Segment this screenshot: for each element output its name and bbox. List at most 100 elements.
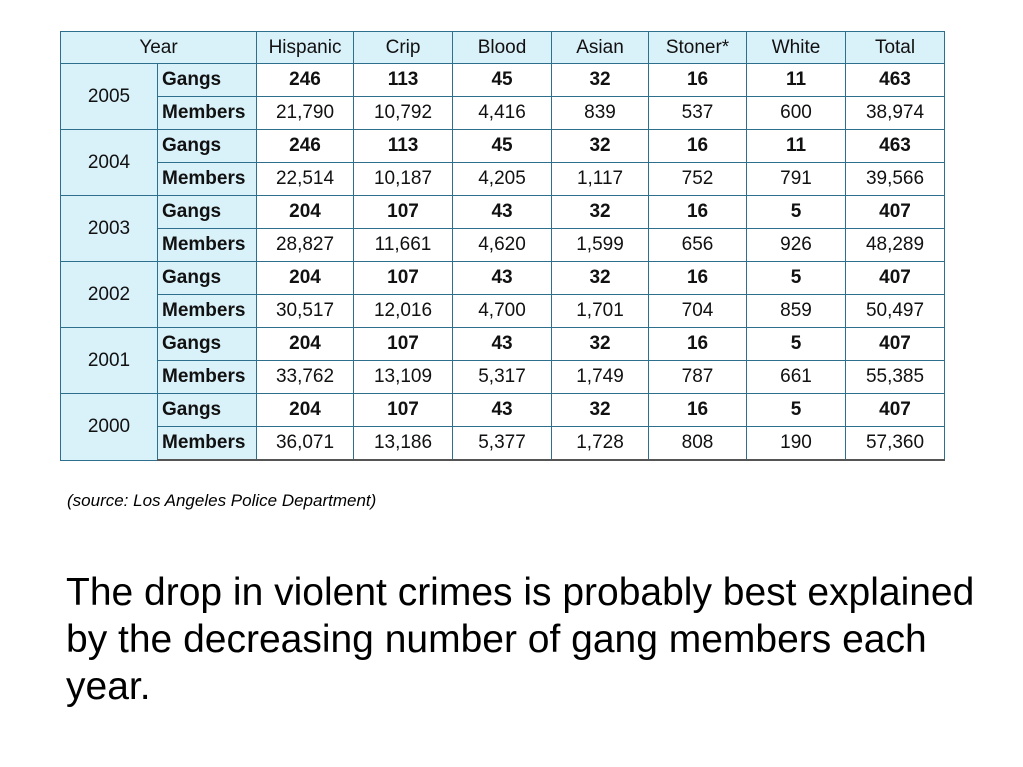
- year-cell: 2005: [60, 63, 158, 130]
- table-row-members: Members 28,827 11,661 4,620 1,599 656 926 48,28…: [61, 228, 946, 262]
- gangs-count-cell: 407: [845, 393, 946, 427]
- members-count-cell: 5,377: [452, 426, 553, 461]
- gangs-count-cell: 32: [551, 195, 650, 229]
- gangs-count-cell: 45: [452, 63, 553, 97]
- members-count-cell: 537: [648, 96, 748, 130]
- members-count-cell: 1,749: [551, 360, 650, 394]
- row-label-members: Members: [156, 228, 258, 262]
- members-count-cell: 33,762: [256, 360, 355, 394]
- gangs-count-cell: 43: [452, 327, 553, 361]
- table-row-members: Members 36,071 13,186 5,377 1,728 808 190 57,36…: [61, 426, 946, 461]
- members-count-cell: 1,117: [551, 162, 650, 196]
- body-text: The drop in violent crimes is probably b…: [66, 571, 975, 708]
- gangs-count-cell: 246: [256, 129, 355, 163]
- table-row-gangs: 2001 Gangs 204 107 43 32 16 5 407: [60, 327, 946, 394]
- members-count-cell: 4,416: [452, 96, 553, 130]
- table-row-members: Members 30,517 12,016 4,700 1,701 704 859 50,49…: [61, 294, 946, 328]
- members-count-cell: 5,317: [452, 360, 553, 394]
- year-cell: 2002: [60, 261, 158, 328]
- row-label-members: Members: [156, 162, 258, 196]
- gangs-count-cell: 32: [551, 63, 650, 97]
- header-stoner: Stoner*: [648, 31, 748, 64]
- row-label-members: Members: [156, 360, 258, 394]
- gangs-count-cell: 407: [845, 327, 946, 361]
- members-count-cell: 10,187: [353, 162, 454, 196]
- gangs-count-cell: 5: [746, 261, 847, 295]
- gangs-count-cell: 11: [746, 129, 847, 163]
- gangs-count-cell: 463: [845, 63, 946, 97]
- members-count-cell: 10,792: [353, 96, 454, 130]
- row-label-members: Members: [156, 426, 258, 461]
- header-hispanic: Hispanic: [256, 31, 355, 64]
- members-count-cell: 38,974: [845, 96, 946, 130]
- row-label-members: Members: [156, 96, 258, 130]
- header-blood: Blood: [452, 31, 553, 64]
- members-count-cell: 190: [746, 426, 847, 461]
- members-count-cell: 839: [551, 96, 650, 130]
- members-count-cell: 55,385: [845, 360, 946, 394]
- members-count-cell: 752: [648, 162, 748, 196]
- table-row-gangs: 2005 Gangs 246 113 45 32 16 11 463: [60, 63, 946, 130]
- gangs-count-cell: 113: [353, 129, 454, 163]
- gangs-count-cell: 107: [353, 195, 454, 229]
- row-label-gangs: Gangs: [156, 261, 258, 295]
- table-row-members: Members 22,514 10,187 4,205 1,117 752 791 39,56…: [61, 162, 946, 196]
- gangs-count-cell: 32: [551, 261, 650, 295]
- gangs-count-cell: 32: [551, 327, 650, 361]
- gangs-count-cell: 204: [256, 327, 355, 361]
- gangs-count-cell: 16: [648, 327, 748, 361]
- source-note: (source: Los Angeles Police Department): [67, 491, 377, 510]
- members-count-cell: 787: [648, 360, 748, 394]
- members-count-cell: 36,071: [256, 426, 355, 461]
- members-count-cell: 4,700: [452, 294, 553, 328]
- gang-statistics-table: Year Hispanic Crip Blood Asian Stoner* W…: [59, 31, 946, 461]
- gangs-count-cell: 16: [648, 195, 748, 229]
- members-count-cell: 1,728: [551, 426, 650, 461]
- year-cell: 2000: [60, 393, 158, 461]
- gangs-count-cell: 107: [353, 261, 454, 295]
- members-count-cell: 1,599: [551, 228, 650, 262]
- table-row-gangs: 2004 Gangs 246 113 45 32 16 11 463: [60, 129, 946, 196]
- gangs-count-cell: 16: [648, 129, 748, 163]
- gangs-count-cell: 204: [256, 261, 355, 295]
- year-cell: 2003: [60, 195, 158, 262]
- header-crip: Crip: [353, 31, 454, 64]
- members-count-cell: 28,827: [256, 228, 355, 262]
- gangs-count-cell: 204: [256, 195, 355, 229]
- header-total: Total: [845, 31, 946, 64]
- members-count-cell: 704: [648, 294, 748, 328]
- gangs-count-cell: 107: [353, 393, 454, 427]
- table-row-members: Members 33,762 13,109 5,317 1,749 787 661 55,38…: [61, 360, 946, 394]
- gangs-count-cell: 204: [256, 393, 355, 427]
- gangs-count-cell: 43: [452, 393, 553, 427]
- members-count-cell: 600: [746, 96, 847, 130]
- row-label-members: Members: [156, 294, 258, 328]
- gangs-count-cell: 16: [648, 63, 748, 97]
- members-count-cell: 4,620: [452, 228, 553, 262]
- table-header-row: Year Hispanic Crip Blood Asian Stoner* W…: [59, 31, 946, 64]
- row-label-gangs: Gangs: [156, 327, 258, 361]
- members-count-cell: 48,289: [845, 228, 946, 262]
- members-count-cell: 1,701: [551, 294, 650, 328]
- members-count-cell: 808: [648, 426, 748, 461]
- members-count-cell: 39,566: [845, 162, 946, 196]
- row-label-gangs: Gangs: [156, 195, 258, 229]
- members-count-cell: 13,109: [353, 360, 454, 394]
- gangs-count-cell: 407: [845, 195, 946, 229]
- table-row-members: Members 21,790 10,792 4,416 839 537 600 38,974: [61, 96, 946, 130]
- gangs-count-cell: 16: [648, 393, 748, 427]
- members-count-cell: 4,205: [452, 162, 553, 196]
- row-label-gangs: Gangs: [156, 393, 258, 427]
- header-asian: Asian: [551, 31, 650, 64]
- members-count-cell: 30,517: [256, 294, 355, 328]
- row-label-gangs: Gangs: [156, 63, 258, 97]
- members-count-cell: 57,360: [845, 426, 946, 461]
- table-body: 2005 Gangs 246 113 45 32 16 11 463 Members 21,790 1…: [60, 63, 946, 461]
- gangs-count-cell: 5: [746, 393, 847, 427]
- members-count-cell: 12,016: [353, 294, 454, 328]
- members-count-cell: 11,661: [353, 228, 454, 262]
- members-count-cell: 791: [746, 162, 847, 196]
- gangs-count-cell: 11: [746, 63, 847, 97]
- gangs-count-cell: 246: [256, 63, 355, 97]
- header-white: White: [746, 31, 847, 64]
